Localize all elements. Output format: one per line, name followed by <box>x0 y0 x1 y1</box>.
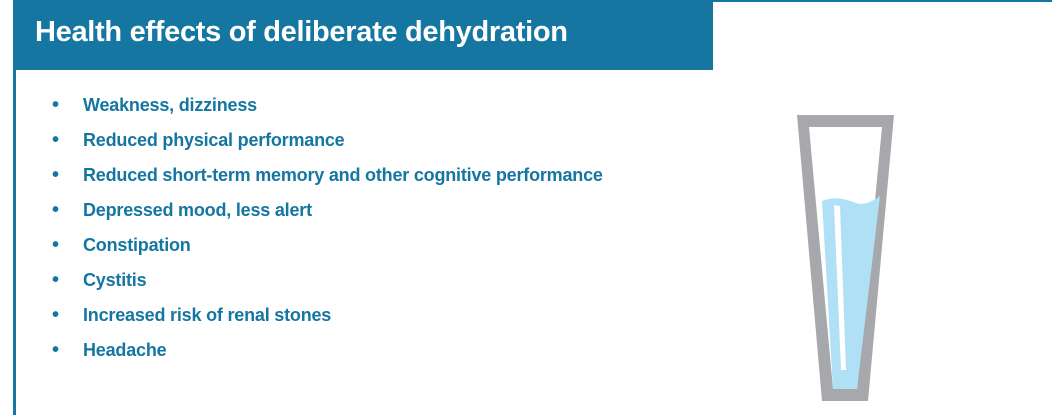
list-item: Depressed mood, less alert <box>52 197 603 232</box>
left-rule <box>13 0 16 415</box>
list-item: Constipation <box>52 232 603 267</box>
list-item: Weakness, dizziness <box>52 92 603 127</box>
list-item: Reduced physical performance <box>52 127 603 162</box>
header: Health effects of deliberate dehydration <box>13 0 713 70</box>
list-item: Cystitis <box>52 267 603 302</box>
effects-list: Weakness, dizzinessReduced physical perf… <box>52 92 603 372</box>
water-highlight <box>834 205 846 370</box>
list-item: Increased risk of renal stones <box>52 302 603 337</box>
list-item: Reduced short-term memory and other cogn… <box>52 162 603 197</box>
title: Health effects of deliberate dehydration <box>35 16 568 48</box>
list-item: Headache <box>52 337 603 372</box>
